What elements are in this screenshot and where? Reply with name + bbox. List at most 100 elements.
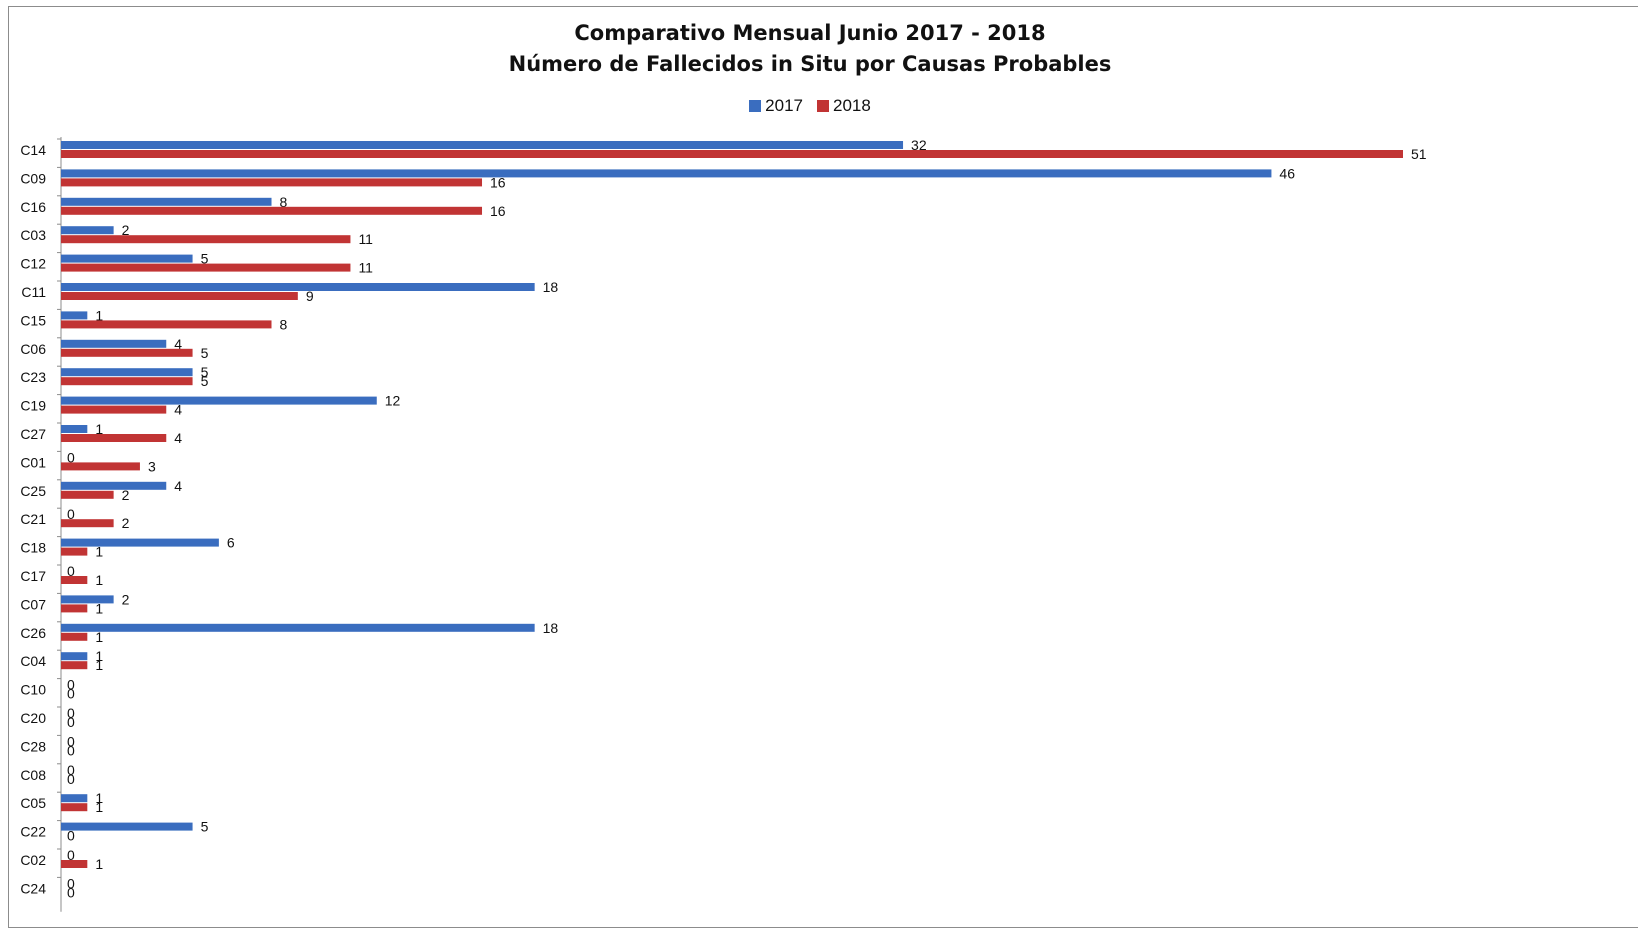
bar-2017-c14	[61, 141, 904, 149]
category-label-c23: C23	[20, 369, 46, 385]
bar-2018-c12	[61, 263, 351, 272]
data-label-2018-c08: 0	[67, 771, 75, 787]
data-label-2017-c08: 0	[67, 762, 75, 778]
bar-2018-c17	[61, 576, 88, 584]
data-label-2018-c06: 5	[201, 345, 209, 361]
bar-2017-c26	[61, 623, 535, 632]
data-label-2018-c26: 1	[95, 629, 103, 645]
bar-2017-c11	[61, 283, 535, 291]
legend-label-2018: 2018	[833, 96, 871, 115]
data-label-2017-c11: 18	[543, 279, 559, 295]
data-label-2018-c19: 4	[174, 402, 182, 418]
data-label-2018-c20: 0	[67, 714, 75, 730]
bar-2018-c21	[61, 519, 114, 528]
bar-2018-c27	[61, 434, 167, 442]
bar-2017-c04	[61, 652, 88, 661]
bar-2018-c16	[61, 206, 483, 215]
category-label-c15: C15	[20, 312, 46, 328]
bar-2017-c16	[61, 197, 272, 206]
chart-frame	[8, 6, 1638, 928]
chart-legend: 2017 2018	[0, 96, 1620, 116]
data-label-2017-c21: 0	[67, 506, 75, 522]
data-label-2018-c07: 1	[95, 600, 103, 616]
data-label-2017-c25: 4	[174, 478, 182, 494]
bar-2017-c12	[61, 254, 193, 263]
bar-2018-c01	[61, 462, 140, 471]
data-label-2018-c25: 2	[122, 487, 130, 503]
data-label-2017-c07: 2	[122, 591, 130, 607]
category-label-c27: C27	[20, 426, 46, 442]
data-label-2017-c04: 1	[95, 648, 103, 664]
data-label-2017-c03: 2	[122, 222, 130, 238]
data-label-2017-c16: 8	[280, 194, 288, 210]
bar-2017-c06	[61, 339, 167, 348]
legend-item-2017: 2017	[749, 96, 803, 116]
chart-title: Comparativo Mensual Junio 2017 - 2018	[574, 21, 1046, 45]
data-label-2017-c26: 18	[543, 620, 559, 636]
bar-2017-c23	[61, 368, 193, 377]
data-label-2017-c09: 46	[1279, 165, 1295, 181]
bar-2017-c03	[61, 226, 114, 235]
data-label-2017-c10: 0	[67, 677, 75, 693]
bar-2018-c23	[61, 377, 193, 386]
data-label-2018-c27: 4	[174, 430, 182, 446]
data-label-2017-c17: 0	[67, 563, 75, 579]
data-label-2018-c22: 0	[67, 828, 75, 844]
bar-2018-c15	[61, 320, 272, 329]
data-label-2017-c20: 0	[67, 705, 75, 721]
bar-2018-c03	[61, 235, 351, 244]
data-label-2018-c28: 0	[67, 742, 75, 758]
category-label-c22: C22	[20, 824, 46, 840]
legend-label-2017: 2017	[765, 96, 803, 115]
data-label-2018-c01: 3	[148, 458, 156, 474]
data-label-2017-c15: 1	[95, 307, 103, 323]
data-label-2017-c18: 6	[227, 535, 235, 551]
data-label-2018-c11: 9	[306, 288, 314, 304]
category-label-c24: C24	[20, 880, 46, 896]
bar-2018-c02	[61, 860, 88, 868]
data-label-2018-c18: 1	[95, 544, 103, 560]
data-label-2018-c03: 11	[358, 231, 373, 247]
category-label-c08: C08	[20, 767, 46, 783]
category-label-c03: C03	[20, 227, 46, 243]
bar-2018-c26	[61, 632, 88, 641]
category-label-c26: C26	[20, 625, 46, 641]
category-label-c06: C06	[20, 341, 46, 357]
category-label-c09: C09	[20, 170, 46, 186]
data-label-2017-c02: 0	[67, 847, 75, 863]
category-label-c18: C18	[20, 540, 46, 556]
bar-2018-c05	[61, 803, 88, 812]
category-label-c02: C02	[20, 852, 46, 868]
data-label-2017-c01: 0	[67, 449, 75, 465]
bar-2018-c19	[61, 405, 167, 414]
data-label-2017-c28: 0	[67, 733, 75, 749]
category-label-c14: C14	[20, 142, 46, 158]
category-label-c16: C16	[20, 199, 46, 215]
data-label-2017-c27: 1	[95, 421, 103, 437]
category-label-c11: C11	[21, 284, 46, 300]
data-label-2018-c21: 2	[122, 515, 130, 531]
category-label-c10: C10	[20, 682, 46, 698]
bar-2018-c07	[61, 604, 88, 613]
data-label-2017-c06: 4	[174, 336, 182, 352]
category-label-c17: C17	[20, 568, 46, 584]
category-label-c25: C25	[20, 483, 46, 499]
data-label-2017-c19: 12	[385, 393, 401, 409]
bar-2018-c25	[61, 490, 114, 499]
bar-2018-c04	[61, 661, 88, 670]
category-label-c01: C01	[20, 454, 46, 470]
data-label-2018-c16: 16	[490, 203, 506, 219]
category-label-c07: C07	[20, 596, 46, 612]
data-label-2018-c17: 1	[95, 572, 103, 588]
data-label-2017-c12: 5	[201, 251, 209, 267]
data-label-2018-c10: 0	[67, 686, 75, 702]
bar-2017-c15	[61, 311, 88, 320]
bar-2017-c27	[61, 425, 88, 433]
data-label-2018-c04: 1	[95, 657, 103, 673]
bar-2018-c11	[61, 292, 298, 300]
category-label-c20: C20	[20, 710, 46, 726]
bar-2017-c19	[61, 396, 377, 405]
bar-2017-c22	[61, 822, 193, 831]
data-label-2017-c24: 0	[67, 875, 75, 891]
